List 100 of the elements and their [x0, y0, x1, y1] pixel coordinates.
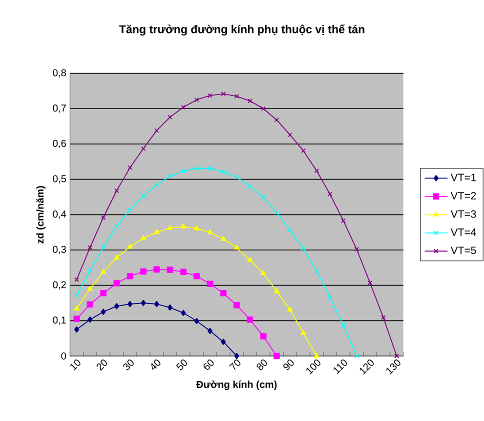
point — [234, 302, 240, 308]
point — [180, 168, 186, 174]
point — [234, 352, 240, 360]
point — [206, 280, 214, 288]
point — [248, 184, 252, 189]
x-axis-title: Đường kính (cm) — [196, 380, 277, 390]
y-tick-label: 0,6 — [52, 140, 66, 148]
point — [274, 288, 280, 294]
legend-label: VT=5 — [450, 246, 476, 254]
point — [100, 308, 106, 315]
y-tick-label: 0,7 — [52, 104, 66, 113]
x-tick-label: 120 — [360, 360, 374, 374]
point — [128, 208, 132, 212]
point — [88, 245, 92, 250]
point — [314, 268, 320, 274]
point — [274, 118, 280, 122]
point — [114, 224, 120, 229]
point — [260, 106, 266, 112]
x-tick-label: 60 — [204, 360, 214, 370]
x-tick-label: 70 — [229, 360, 240, 370]
x-tick-label: 100 — [306, 360, 320, 374]
y-tick-label: 0,5 — [52, 175, 66, 184]
point — [220, 170, 226, 174]
y-tick-label: 0,2 — [52, 281, 66, 290]
y-tick-label: 0,4 — [52, 210, 66, 219]
point — [194, 273, 200, 280]
point — [260, 194, 266, 200]
point — [114, 280, 120, 286]
y-axis-title: zd (cm/năm) — [36, 186, 46, 244]
point — [114, 303, 120, 310]
point — [328, 192, 332, 197]
legend-label: VT=1 — [450, 174, 476, 182]
y-tick-label: 0 — [61, 352, 66, 360]
point — [234, 174, 240, 180]
point — [114, 254, 120, 260]
point — [154, 266, 160, 273]
x-tick-label: 40 — [151, 360, 160, 370]
y-tick-label: 0,1 — [52, 316, 66, 325]
point — [100, 268, 106, 274]
point — [88, 268, 92, 274]
point — [208, 93, 212, 98]
point — [154, 229, 160, 234]
point — [248, 98, 252, 104]
point — [100, 290, 106, 296]
point — [220, 290, 226, 296]
point — [127, 244, 133, 249]
point — [380, 315, 386, 320]
point — [328, 294, 332, 300]
point — [140, 300, 146, 306]
point — [100, 215, 106, 220]
point — [274, 210, 280, 215]
point — [168, 174, 172, 179]
x-tick-label: 50 — [176, 360, 188, 370]
legend-label: VT=4 — [450, 228, 476, 236]
point — [220, 91, 226, 96]
point — [194, 166, 200, 171]
y-tick-label: 0,8 — [52, 69, 66, 78]
y-tick-label: 0,3 — [52, 246, 66, 254]
point — [260, 270, 266, 276]
point — [220, 236, 226, 241]
legend-label: VT=2 — [450, 192, 476, 200]
point — [194, 225, 200, 230]
point — [126, 273, 134, 280]
point — [300, 246, 306, 251]
point — [180, 104, 186, 110]
point — [300, 148, 306, 154]
point — [167, 224, 173, 230]
x-tick-label: 130 — [386, 360, 400, 374]
point — [154, 128, 160, 133]
x-tick-label: 20 — [96, 360, 108, 371]
point — [234, 94, 240, 99]
point — [86, 301, 94, 308]
point — [114, 188, 120, 193]
point — [140, 146, 146, 151]
point — [154, 182, 160, 188]
point — [234, 244, 240, 250]
point — [100, 244, 106, 250]
point — [287, 306, 293, 312]
point — [74, 316, 80, 322]
point — [74, 306, 80, 310]
point — [260, 333, 266, 340]
point — [208, 166, 212, 171]
point — [168, 114, 172, 120]
point — [88, 316, 92, 323]
point — [314, 168, 320, 174]
point — [194, 318, 200, 324]
point — [140, 235, 146, 240]
point — [340, 322, 346, 328]
point — [207, 229, 213, 234]
point — [247, 257, 253, 262]
x-tick-label: 90 — [283, 360, 294, 370]
point — [128, 165, 132, 170]
point — [368, 280, 372, 286]
point — [274, 352, 280, 360]
point — [128, 300, 132, 308]
point — [168, 304, 172, 311]
x-tick-label: 30 — [123, 360, 134, 370]
point — [87, 286, 93, 291]
point — [288, 132, 292, 138]
point — [208, 328, 212, 334]
